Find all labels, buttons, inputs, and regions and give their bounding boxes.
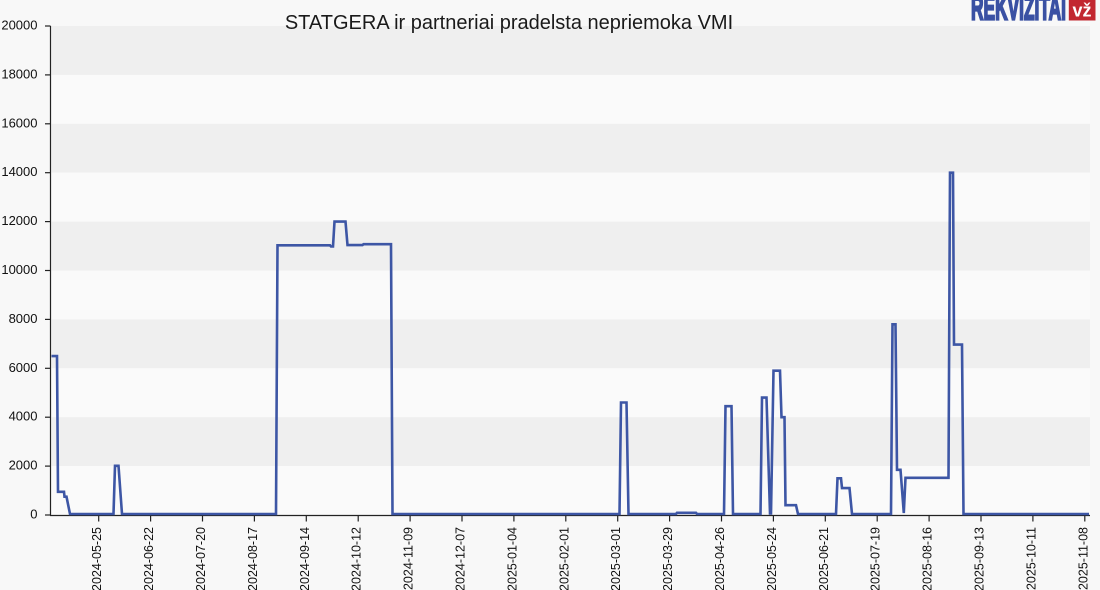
svg-text:2025-08-16: 2025-08-16: [921, 527, 935, 590]
svg-text:2000: 2000: [9, 458, 38, 473]
svg-text:2025-01-04: 2025-01-04: [505, 527, 519, 590]
svg-text:2024-08-17: 2024-08-17: [246, 527, 260, 590]
svg-text:2024-12-07: 2024-12-07: [454, 527, 468, 590]
svg-text:2025-03-29: 2025-03-29: [661, 527, 675, 590]
svg-text:2025-11-08: 2025-11-08: [1076, 527, 1090, 590]
svg-text:2025-04-26: 2025-04-26: [713, 527, 727, 590]
svg-text:REKVIZITAI: REKVIZITAI: [971, 0, 1066, 28]
svg-text:2025-10-11: 2025-10-11: [1024, 527, 1038, 590]
svg-text:2024-10-12: 2024-10-12: [350, 527, 364, 590]
svg-text:0: 0: [30, 507, 37, 522]
svg-text:12000: 12000: [1, 213, 37, 228]
svg-text:4000: 4000: [9, 409, 38, 424]
svg-text:2025-06-21: 2025-06-21: [817, 527, 831, 590]
svg-text:6000: 6000: [9, 360, 38, 375]
svg-text:2024-07-20: 2024-07-20: [194, 527, 208, 590]
svg-text:8000: 8000: [9, 311, 38, 326]
svg-text:2025-07-19: 2025-07-19: [869, 527, 883, 590]
svg-text:2024-05-25: 2024-05-25: [90, 527, 104, 590]
svg-text:14000: 14000: [1, 164, 37, 179]
svg-text:2024-09-14: 2024-09-14: [298, 527, 312, 590]
svg-text:18000: 18000: [1, 66, 37, 81]
svg-text:2025-09-13: 2025-09-13: [973, 527, 987, 590]
svg-text:STATGERA ir partneriai pradels: STATGERA ir partneriai pradelsta nepriem…: [285, 12, 733, 34]
svg-text:vž: vž: [1072, 1, 1091, 21]
svg-text:2025-05-24: 2025-05-24: [765, 527, 779, 590]
svg-text:20000: 20000: [1, 18, 37, 33]
svg-text:2025-02-01: 2025-02-01: [557, 527, 571, 590]
svg-text:16000: 16000: [1, 115, 37, 130]
svg-text:2025-03-01: 2025-03-01: [609, 527, 623, 590]
svg-text:10000: 10000: [1, 262, 37, 277]
svg-text:2024-06-22: 2024-06-22: [142, 527, 156, 590]
svg-text:2024-11-09: 2024-11-09: [402, 527, 416, 590]
